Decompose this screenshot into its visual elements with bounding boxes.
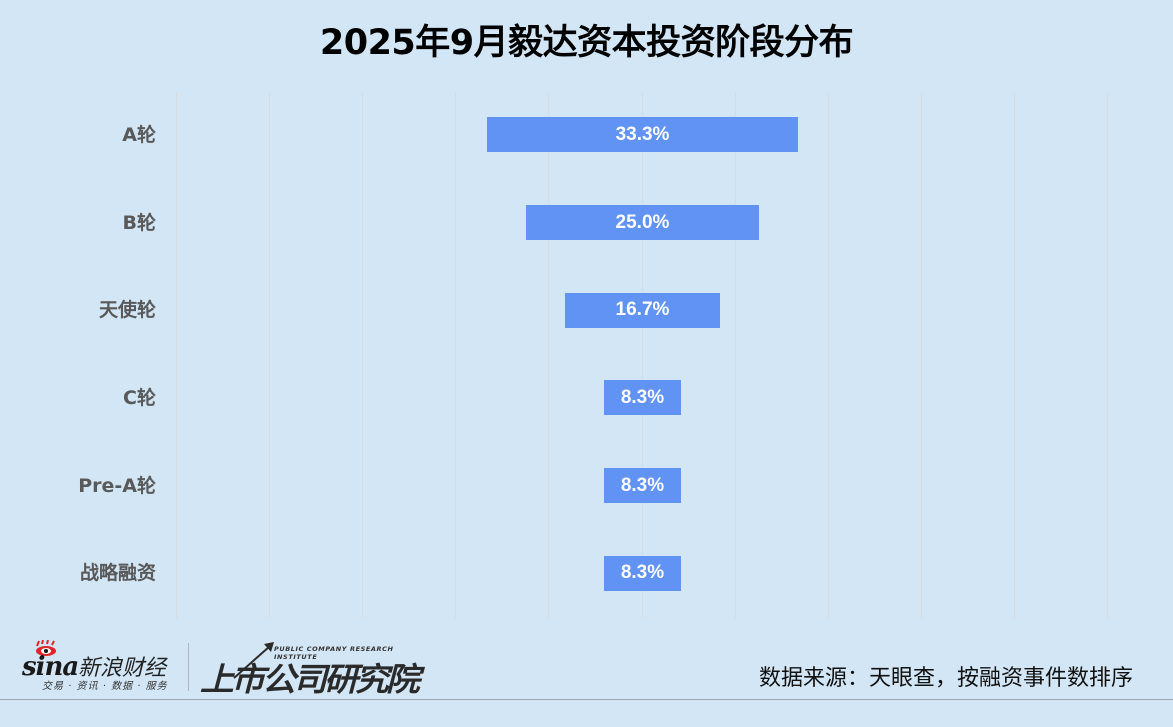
sina-cn-name: 新浪财经 <box>78 656 167 681</box>
y-axis-label: 战略融资 <box>79 562 156 585</box>
bar: 16.7% <box>564 292 721 328</box>
grid-line <box>827 92 829 618</box>
footer-divider <box>0 699 1173 700</box>
chart-title: 2025年9月毅达资本投资阶段分布 <box>319 23 854 63</box>
sina-finance-logo: sina 新浪财经 交易 · 资讯 · 数据 · 服务 <box>22 640 182 692</box>
grid-line <box>176 92 177 618</box>
sina-wordmark: sina <box>22 652 79 682</box>
grid-line <box>362 92 364 618</box>
bar-value-label: 8.3% <box>620 474 665 496</box>
grid-line <box>734 92 736 618</box>
sina-tagline: 交易 · 资讯 · 数据 · 服务 <box>42 681 168 692</box>
grid-line <box>1013 92 1015 618</box>
grid-line <box>455 92 457 618</box>
arrow-up-icon <box>233 642 274 679</box>
bar: 25.0% <box>525 205 760 240</box>
bar-value-label: 25.0% <box>615 211 670 233</box>
plot-area: 33.3% 25.0% 16.7% 8.3% 8.3% 8.3% <box>176 92 1108 618</box>
research-institute-logo: PUBLIC COMPANY RESEARCH INSTITUTE 上市公司研究… <box>200 640 420 699</box>
grid-line <box>920 92 922 618</box>
y-axis-label: C轮 <box>123 386 156 409</box>
grid-line <box>1107 92 1108 618</box>
institute-en-name: PUBLIC COMPANY RESEARCH INSTITUTE <box>274 645 394 661</box>
bar-value-label: 8.3% <box>620 386 665 408</box>
bar-value-label: 8.3% <box>620 562 665 584</box>
y-axis-label: A轮 <box>122 123 156 146</box>
y-axis-label: Pre-A轮 <box>78 474 156 497</box>
data-source-note: 数据来源：天眼查，按融资事件数排序 <box>758 666 1133 691</box>
grid-line <box>269 92 271 618</box>
bar: 8.3% <box>603 555 682 591</box>
sina-eye-icon <box>36 640 56 656</box>
institute-cn-name: 上市公司研究院 <box>200 660 420 699</box>
bar-value-label: 33.3% <box>615 123 670 145</box>
grid-line <box>641 92 643 618</box>
y-axis-label: B轮 <box>122 211 156 234</box>
y-axis-label: 天使轮 <box>98 299 156 322</box>
grid-line <box>548 92 550 618</box>
bar-value-label: 16.7% <box>615 299 670 321</box>
bar: 8.3% <box>603 468 682 503</box>
bar: 8.3% <box>603 380 682 416</box>
bar: 33.3% <box>487 117 798 153</box>
logo-divider <box>188 643 189 691</box>
